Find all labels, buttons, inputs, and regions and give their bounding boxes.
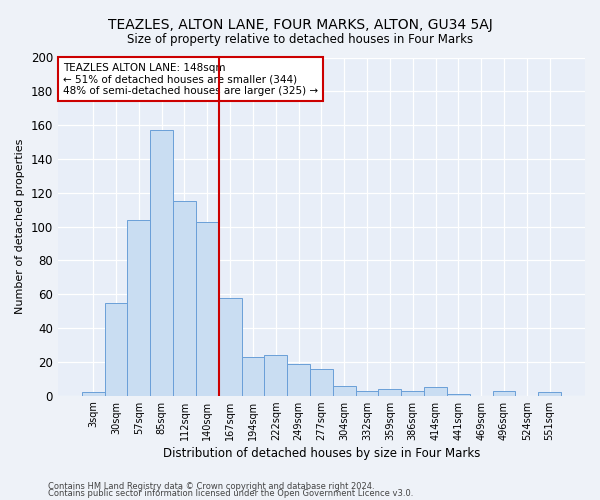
Bar xyxy=(379,389,401,396)
Bar xyxy=(356,390,379,396)
X-axis label: Distribution of detached houses by size in Four Marks: Distribution of detached houses by size … xyxy=(163,447,480,460)
Bar xyxy=(493,390,515,396)
Bar xyxy=(310,368,333,396)
Bar xyxy=(265,355,287,396)
Text: Contains public sector information licensed under the Open Government Licence v3: Contains public sector information licen… xyxy=(48,489,413,498)
Bar xyxy=(173,201,196,396)
Bar xyxy=(424,387,447,396)
Bar xyxy=(127,220,150,396)
Text: Size of property relative to detached houses in Four Marks: Size of property relative to detached ho… xyxy=(127,32,473,46)
Bar xyxy=(196,222,218,396)
Bar xyxy=(333,386,356,396)
Bar xyxy=(218,298,242,396)
Bar xyxy=(104,302,127,396)
Bar xyxy=(82,392,104,396)
Text: TEAZLES ALTON LANE: 148sqm
← 51% of detached houses are smaller (344)
48% of sem: TEAZLES ALTON LANE: 148sqm ← 51% of deta… xyxy=(63,62,318,96)
Text: Contains HM Land Registry data © Crown copyright and database right 2024.: Contains HM Land Registry data © Crown c… xyxy=(48,482,374,491)
Y-axis label: Number of detached properties: Number of detached properties xyxy=(15,139,25,314)
Text: TEAZLES, ALTON LANE, FOUR MARKS, ALTON, GU34 5AJ: TEAZLES, ALTON LANE, FOUR MARKS, ALTON, … xyxy=(107,18,493,32)
Bar xyxy=(150,130,173,396)
Bar xyxy=(287,364,310,396)
Bar xyxy=(538,392,561,396)
Bar xyxy=(401,390,424,396)
Bar xyxy=(447,394,470,396)
Bar xyxy=(242,357,265,396)
